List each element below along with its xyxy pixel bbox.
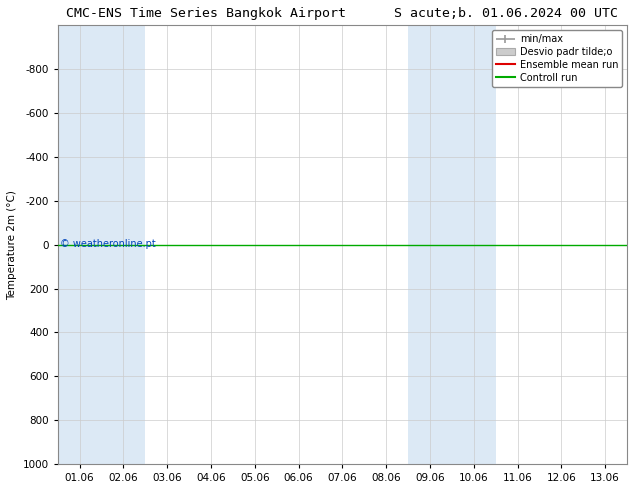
Bar	[408, 25, 452, 464]
Bar	[101, 25, 145, 464]
Title: CMC-ENS Time Series Bangkok Airport      S acute;b. 01.06.2024 00 UTC: CMC-ENS Time Series Bangkok Airport S ac…	[67, 7, 618, 20]
Bar	[452, 25, 496, 464]
Y-axis label: Temperature 2m (°C): Temperature 2m (°C)	[7, 190, 17, 299]
Text: © weatheronline.pt: © weatheronline.pt	[60, 239, 156, 249]
Bar	[58, 25, 101, 464]
Legend: min/max, Desvio padr tilde;o, Ensemble mean run, Controll run: min/max, Desvio padr tilde;o, Ensemble m…	[491, 30, 622, 87]
